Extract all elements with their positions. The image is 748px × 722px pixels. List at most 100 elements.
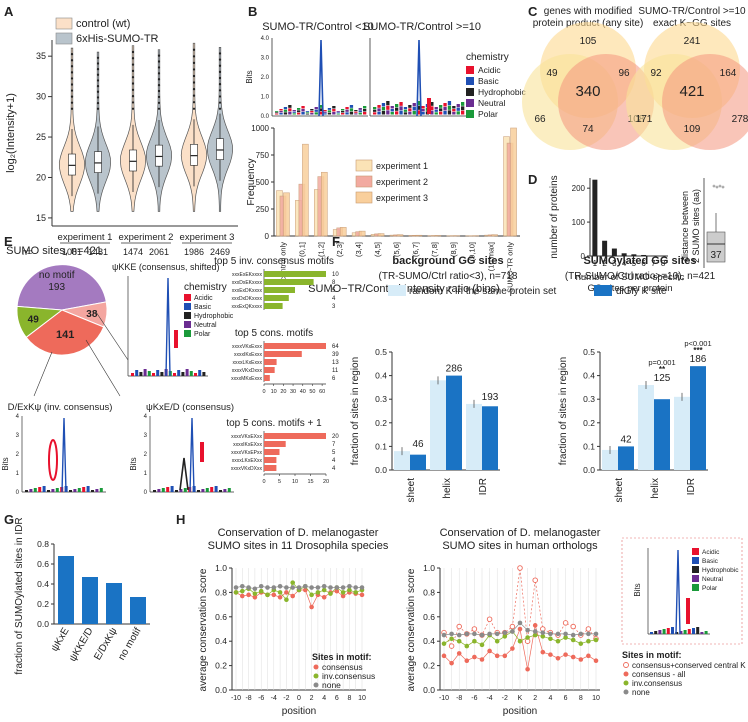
logo-residue: [131, 373, 134, 376]
idr-bar: [58, 556, 74, 624]
series-point: [321, 587, 327, 593]
legend-label: experiment 2: [376, 177, 428, 187]
series-point: [347, 584, 352, 589]
x-axis-title: number of SUMO-specific GG sites per prot…: [576, 272, 685, 294]
iqr-box: [68, 153, 76, 176]
logo-residue: [358, 110, 362, 113]
title-line: Conservation of D. melanogaster: [440, 527, 601, 539]
motif-kke-label: ψKKE (consensus, shifted): [112, 262, 219, 272]
motif-label: xxxxIKxExxx: [234, 352, 263, 358]
logo-residue: [323, 111, 327, 113]
series-point: [593, 658, 599, 664]
motif-label: xxxxLKxExxx: [233, 360, 263, 366]
count-bar: [602, 240, 608, 256]
x-tick-label: ψKKE/D: [68, 626, 96, 664]
motif-bar: [264, 351, 302, 357]
logo-residue: [354, 111, 358, 113]
outlier-point: [192, 48, 196, 51]
y-tick-label: 250: [256, 205, 270, 214]
outlier-point: [131, 95, 135, 98]
panel-label-c: C: [528, 4, 538, 19]
logo-residue: [95, 489, 99, 492]
logo-residue: [170, 486, 174, 492]
logo-residue: [283, 112, 288, 115]
motif-bar: [264, 303, 283, 309]
legend-label-control: control (wt): [76, 18, 130, 30]
series-point: [532, 629, 538, 634]
box-outlier: [721, 185, 725, 189]
bar-experiment-3: [283, 192, 290, 237]
x-tick-label: (5,6]: [392, 242, 401, 257]
legend-label: inv.consensus: [632, 679, 682, 688]
series-point: [548, 652, 553, 657]
logo-residue: [421, 112, 425, 115]
logo-acidic-d: [48, 439, 58, 481]
series-point: [271, 585, 277, 590]
logo-residue: [434, 109, 438, 112]
logo-residue: [461, 106, 465, 111]
series-point: [252, 586, 258, 592]
logo-residue: [373, 107, 377, 110]
y-axis-title: fraction of sites in region: [350, 357, 361, 465]
logo-residue: [417, 110, 421, 115]
x-tick-label: helix: [442, 478, 453, 499]
box-outlier: [715, 185, 719, 189]
chemistry-swatch: [692, 548, 699, 555]
iqr-box: [190, 144, 198, 166]
series-point: [265, 585, 270, 590]
series-point: [359, 592, 365, 598]
logo-residue: [434, 112, 438, 115]
logo-residue: [161, 488, 165, 492]
logo-residue: [412, 103, 416, 107]
outlier-point: [218, 89, 222, 92]
panel-f-region-bars: background GG sites (TR-SUMO/Ctrl ratio<3…: [350, 255, 716, 502]
bar-random-k: [602, 449, 618, 470]
logo-residue: [202, 372, 206, 376]
series-point: [284, 590, 289, 595]
logo-residue: [327, 112, 332, 115]
logo-residue: [69, 490, 72, 492]
pie-value: 193: [48, 282, 65, 293]
x-tick-label: (8,9]: [449, 242, 458, 257]
logo-residue: [345, 112, 349, 115]
y-tick-label: 200: [572, 184, 586, 193]
logo-residue: [443, 107, 447, 111]
logo-acidic-stack: [200, 442, 204, 462]
logo-title-right: SUMO-TR/Control >=10: [363, 21, 481, 33]
motif-count: 7: [332, 442, 336, 448]
chemistry-label: Basic: [702, 558, 719, 565]
n-count: 1986: [184, 247, 204, 257]
series-point: [525, 666, 530, 672]
outlier-point: [157, 66, 161, 69]
x-tick-label: (0,1]: [297, 242, 306, 257]
title-line: genes with modified: [544, 6, 632, 17]
count-label: 193: [482, 392, 499, 403]
x-tick-label: 10: [592, 695, 600, 702]
series-point: [334, 588, 340, 594]
count-bar: [592, 179, 598, 256]
y-tick-label: 1.0: [215, 563, 227, 573]
legend-title: Sites in motif:: [312, 652, 372, 662]
x-tick-label: (4,5]: [373, 242, 382, 257]
outlier-point: [218, 101, 222, 104]
idr-bar: [106, 583, 122, 624]
logo-residue: [666, 628, 670, 634]
motif-count: 3: [332, 304, 336, 310]
series-point: [479, 642, 485, 648]
motif-label: xxxxVKxDXxx: [231, 466, 263, 472]
logo-residue: [153, 490, 156, 492]
y-tick-label: 0.3: [375, 394, 387, 404]
venn-circle-right: [558, 54, 654, 150]
logo-residue: [297, 108, 301, 110]
series-point: [328, 591, 333, 596]
series-point: [246, 585, 251, 590]
series-point: [284, 597, 289, 603]
outlier-point: [218, 58, 222, 61]
chemistry-label: Basic: [478, 76, 500, 86]
count-bar: [611, 248, 617, 256]
x-tick-label: (10,max]: [487, 242, 496, 271]
pie-slice-kxed: [25, 309, 105, 356]
outlier-point: [96, 68, 100, 71]
chemistry-label: Polar: [478, 109, 498, 119]
logo-residue: [687, 629, 691, 634]
